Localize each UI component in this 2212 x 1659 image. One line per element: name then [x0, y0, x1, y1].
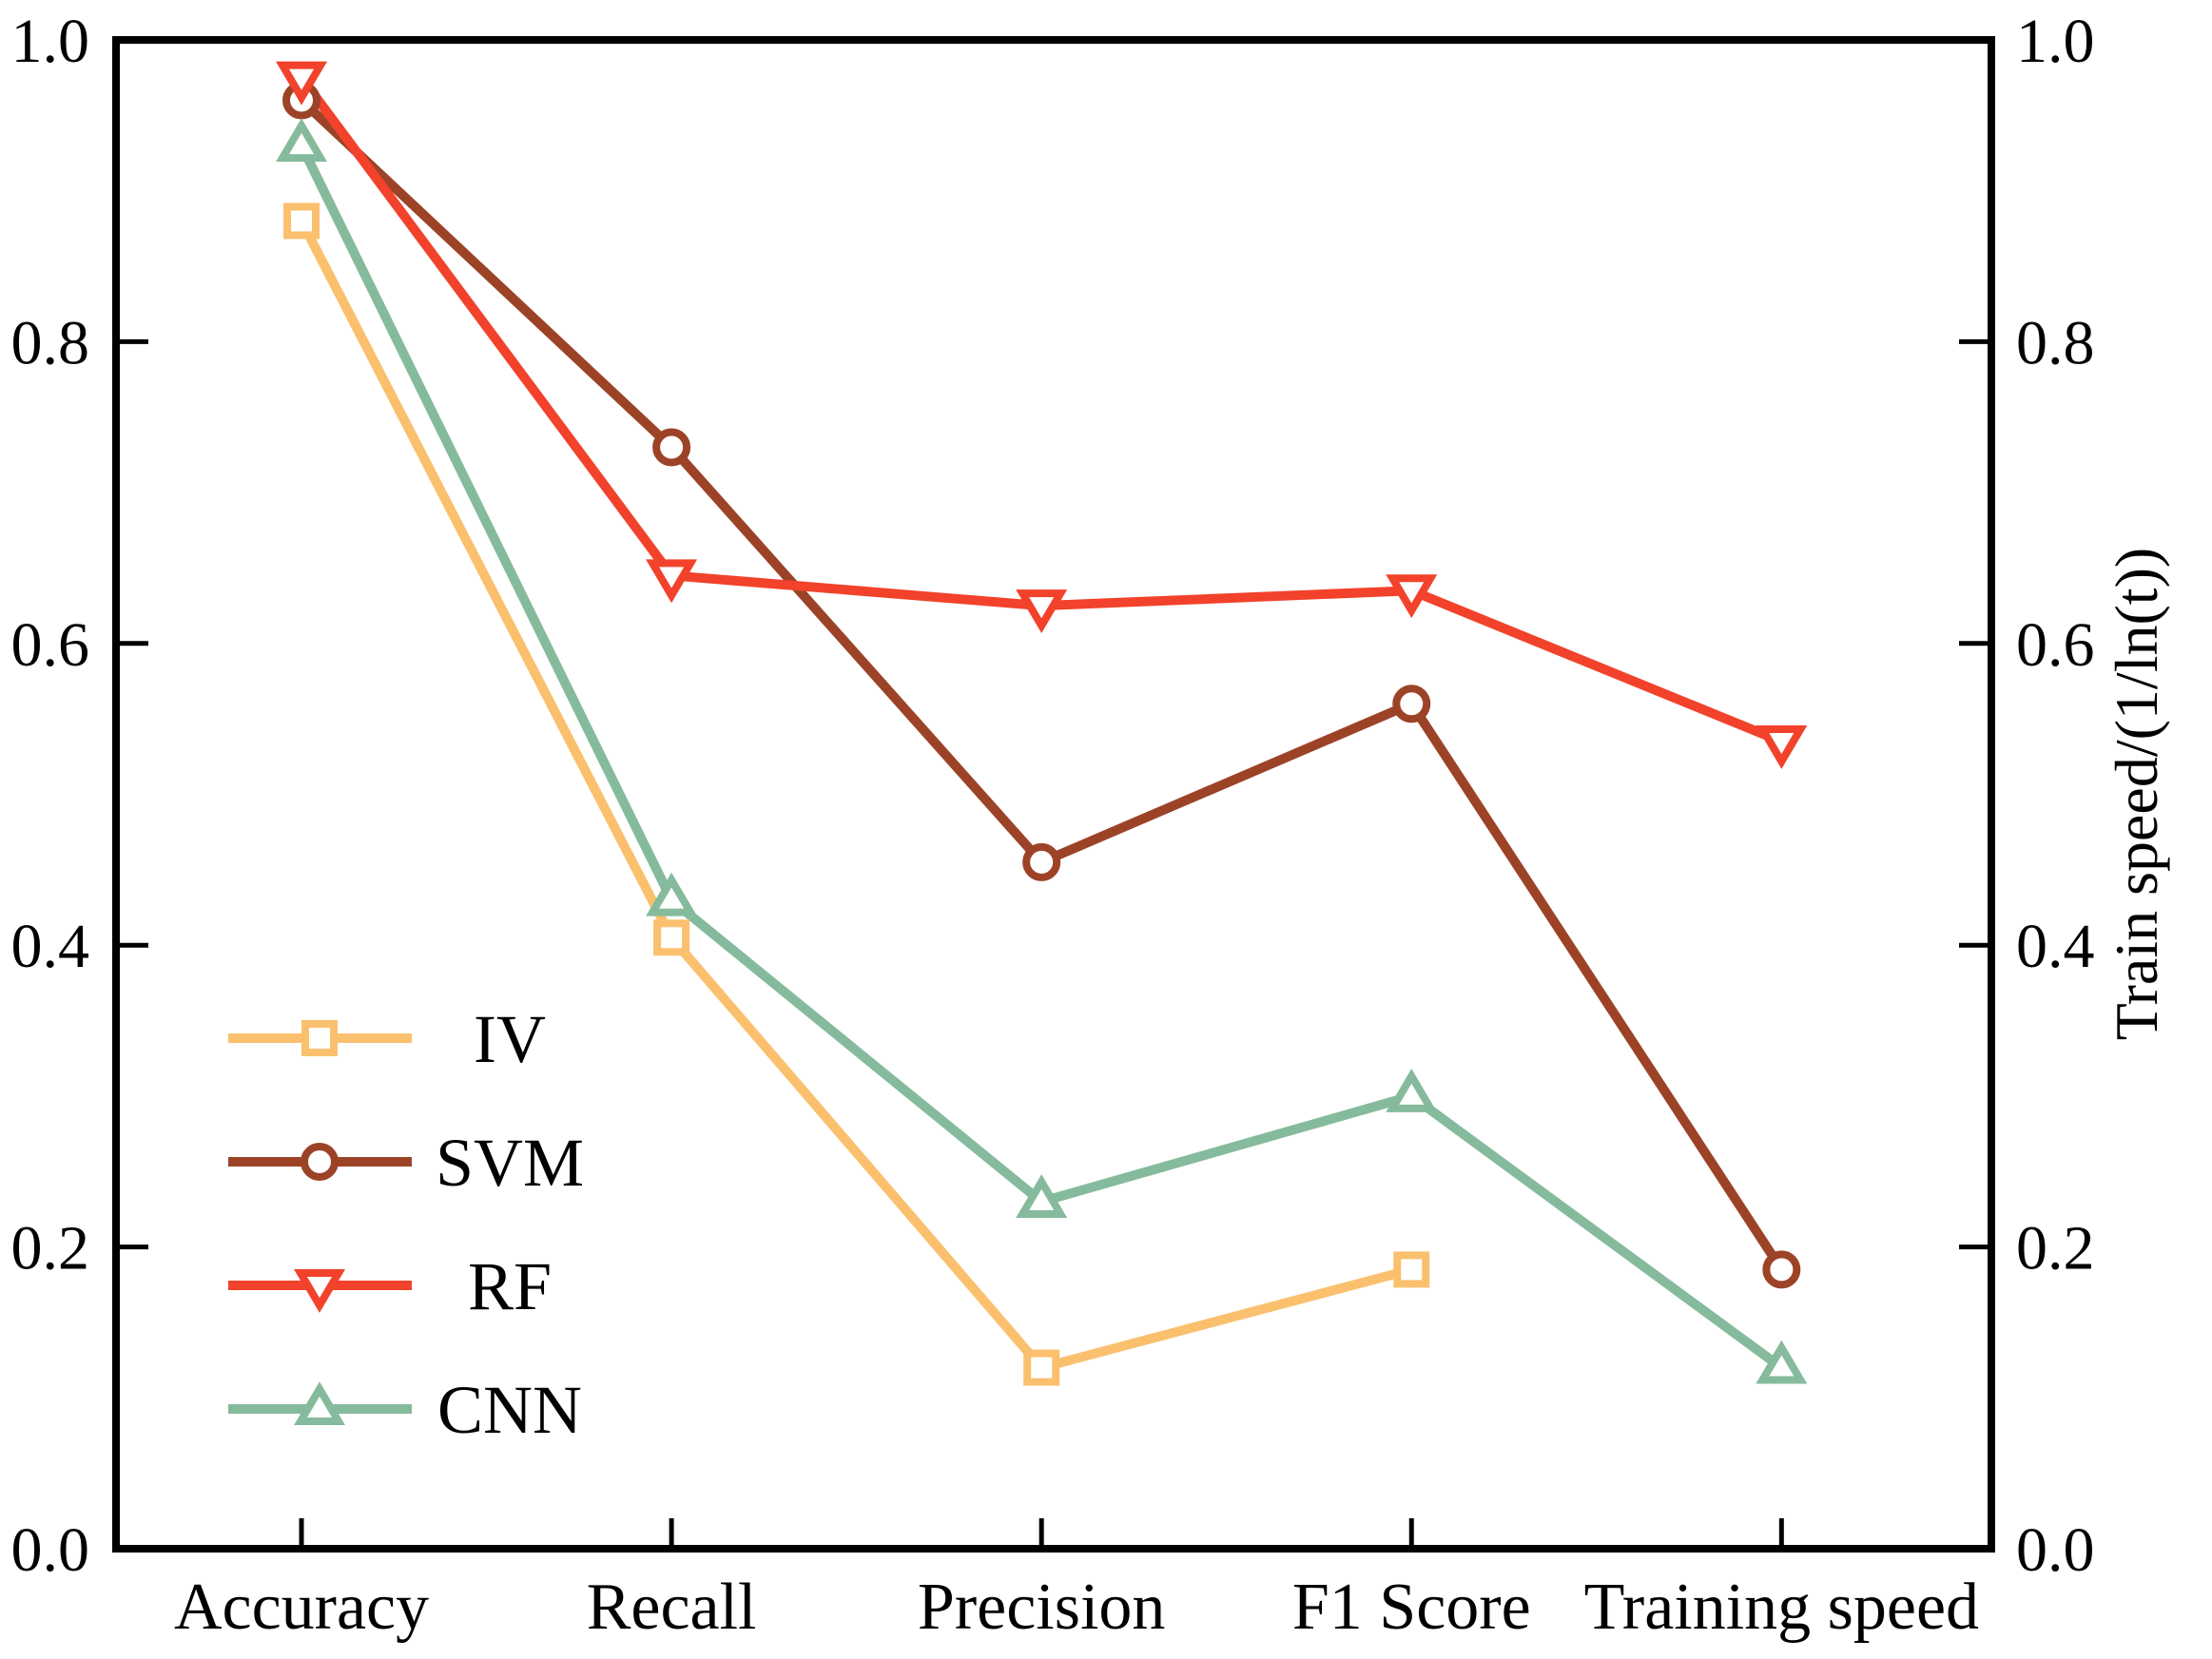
legend-marker-IV — [301, 1020, 338, 1056]
y-tick-label-left: 0.8 — [11, 308, 90, 377]
legend-marker-SVM — [301, 1143, 339, 1181]
marker-CNN-2 — [1016, 1174, 1068, 1218]
x-category-label: Accuracy — [174, 1571, 429, 1644]
marker-IV-3 — [1393, 1251, 1430, 1288]
y-tick-label-left: 0.4 — [11, 912, 90, 981]
marker-IV-2 — [1023, 1349, 1060, 1386]
marker-RF-0 — [276, 61, 328, 106]
marker-SVM-4 — [1762, 1250, 1801, 1289]
plot-frame — [112, 36, 1995, 1553]
marker-RF-2 — [1016, 589, 1068, 634]
marker-SVM-2 — [1022, 842, 1061, 881]
series-line-IV — [297, 219, 1413, 1374]
y-tick-label-right: 0.2 — [2016, 1214, 2095, 1283]
y-tick-label-right: 0.8 — [2016, 308, 2095, 377]
y-tick-label-right: 0.4 — [2016, 912, 2095, 981]
legend-label-RF: RF — [468, 1248, 552, 1324]
marker-SVM-3 — [1392, 685, 1431, 723]
y-tick-label-left: 0.0 — [11, 1515, 90, 1585]
legend-item-CNN: CNN — [228, 1372, 582, 1448]
right-axis-title: Train speed/(1/ln(t)) — [2103, 548, 2170, 1040]
marker-CNN-1 — [646, 872, 698, 916]
legend-item-RF: RF — [228, 1248, 552, 1324]
y-tick-label-left: 0.2 — [11, 1214, 90, 1283]
series-line-SVM — [298, 96, 1786, 1273]
marker-IV-0 — [283, 203, 320, 240]
y-tick-label-right: 0.0 — [2016, 1515, 2095, 1585]
legend-label-CNN: CNN — [437, 1372, 582, 1448]
marker-RF-1 — [646, 559, 698, 604]
legend-label-SVM: SVM — [436, 1125, 584, 1201]
y-tick-label-right: 1.0 — [2016, 7, 2095, 76]
y-tick-label-right: 0.6 — [2016, 610, 2095, 680]
marker-RF-4 — [1756, 724, 1808, 769]
marker-CNN-4 — [1756, 1340, 1808, 1384]
x-category-label: Training speed — [1584, 1571, 1979, 1644]
marker-CNN-0 — [276, 118, 328, 163]
x-category-label: Precision — [918, 1571, 1166, 1644]
x-category-label: Recall — [587, 1571, 757, 1644]
legend-item-SVM: SVM — [228, 1125, 584, 1201]
y-tick-label-left: 0.6 — [11, 610, 90, 680]
legend-marker-CNN — [294, 1381, 345, 1425]
marker-CNN-3 — [1386, 1069, 1438, 1112]
legend-item-IV: IV — [228, 1001, 546, 1077]
x-category-label: F1 Score — [1292, 1571, 1531, 1644]
marker-RF-3 — [1386, 574, 1438, 619]
marker-IV-1 — [653, 919, 690, 956]
legend-label-IV: IV — [474, 1001, 546, 1077]
y-tick-label-left: 1.0 — [11, 7, 90, 76]
marker-SVM-1 — [652, 428, 691, 467]
legend-marker-RF — [294, 1269, 345, 1313]
